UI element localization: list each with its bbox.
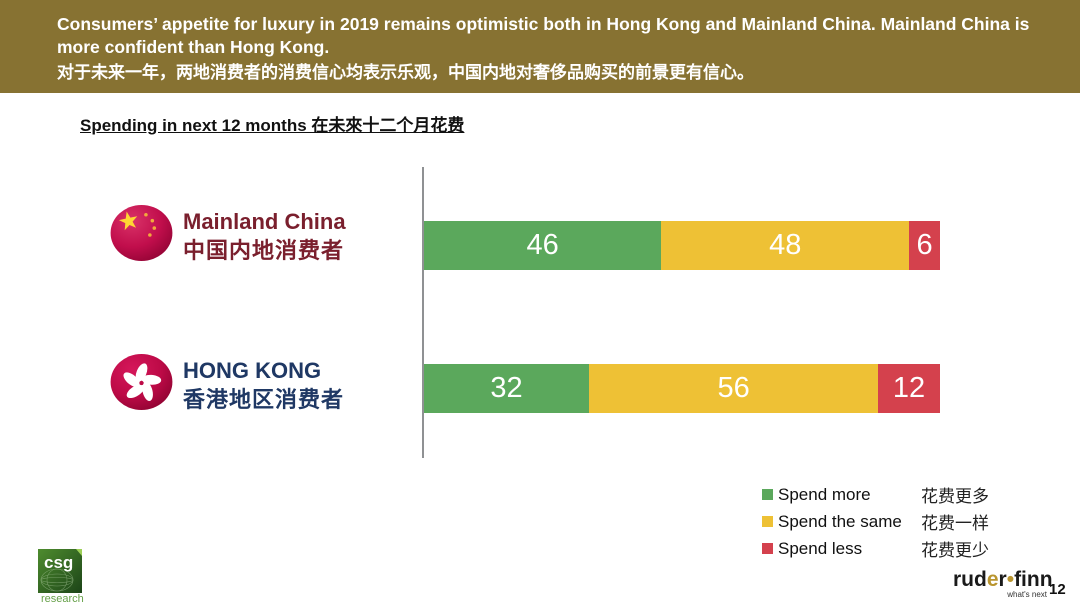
legend-label-en: Spend less — [778, 538, 863, 558]
category-label-mainland-china: Mainland China 中国内地消费者 — [183, 208, 423, 266]
csg-research-logo: csg research — [35, 546, 95, 605]
hong-kong-flag-icon — [110, 354, 173, 410]
bar-hong-kong: 32 56 12 — [424, 364, 940, 413]
bar-segment-spend-same: 56 — [589, 364, 879, 413]
chart-legend: Spend more 花费更多 Spend the same 花费一样 Spen… — [762, 481, 989, 562]
section-title: Spending in next 12 months 在未來十二个月花费 — [80, 116, 465, 135]
ruder-finn-tagline: what's next — [1007, 590, 1047, 599]
bar-segment-spend-less: 12 — [878, 364, 940, 413]
legend-label-en: Spend more — [778, 484, 871, 504]
ruder-finn-logo: ruder•finn what's next — [953, 568, 1053, 599]
ruder-finn-wordmark: ruder•finn — [953, 568, 1053, 591]
bar-value: 6 — [916, 229, 933, 261]
legend-label-en: Spend the same — [778, 511, 902, 531]
bar-mainland-china: 46 48 6 — [424, 221, 940, 270]
bar-segment-spend-same: 48 — [661, 221, 910, 270]
category-label-hong-kong: HONG KONG 香港地区消费者 — [183, 357, 423, 415]
bar-segment-spend-less: 6 — [909, 221, 940, 270]
legend-item-spend-less: Spend less 花费更少 — [762, 535, 989, 562]
legend-item-spend-more: Spend more 花费更多 — [762, 481, 989, 508]
legend-swatch-green-icon — [762, 489, 773, 500]
header-banner: Consumers’ appetite for luxury in 2019 r… — [0, 0, 1080, 93]
legend-swatch-yellow-icon — [762, 516, 773, 527]
bar-value: 12 — [892, 372, 926, 404]
bar-value: 32 — [490, 372, 523, 404]
bar-value: 46 — [526, 229, 559, 261]
legend-label-zh: 花费更少 — [921, 541, 989, 560]
bar-value: 48 — [769, 229, 802, 261]
svg-text:csg: csg — [44, 553, 73, 572]
legend-label-zh: 花费一样 — [921, 514, 989, 533]
hong-kong-label-en: HONG KONG — [183, 358, 322, 383]
bar-segment-spend-more: 32 — [424, 364, 590, 413]
banner-text-en: Consumers’ appetite for luxury in 2019 r… — [57, 14, 1030, 57]
legend-label-zh: 花费更多 — [921, 487, 989, 506]
legend-item-spend-same: Spend the same 花费一样 — [762, 508, 989, 535]
hong-kong-label-zh: 香港地区消费者 — [183, 387, 345, 412]
legend-swatch-red-icon — [762, 543, 773, 554]
page-number: 12 — [1049, 581, 1066, 598]
chart-axis-line — [422, 167, 424, 458]
bar-segment-spend-more: 46 — [424, 221, 662, 270]
mainland-china-label-zh: 中国内地消费者 — [183, 238, 345, 263]
csg-logo-subtext: research — [41, 593, 84, 605]
china-flag-icon — [110, 205, 173, 261]
bar-value: 56 — [717, 372, 750, 404]
csg-logo-icon: csg — [38, 549, 82, 593]
mainland-china-label-en: Mainland China — [183, 209, 346, 234]
rf-dot-icon: • — [1006, 568, 1015, 591]
banner-text-zh: 对于未来一年，两地消费者的消费信心均表示乐观，中国内地对奢侈品购买的前景更有信心… — [57, 63, 754, 82]
